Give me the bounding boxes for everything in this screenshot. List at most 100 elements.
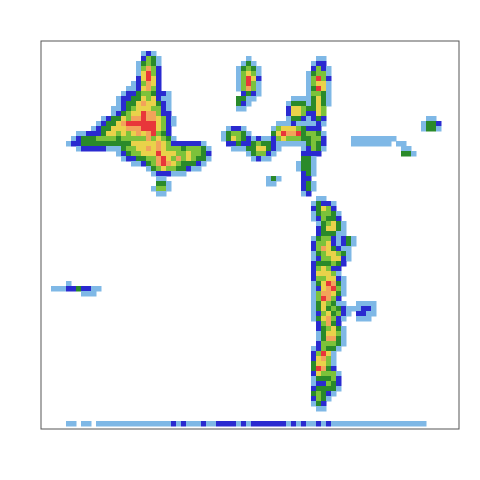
- heatmap-cell: [281, 126, 287, 132]
- heatmap-cell: [266, 146, 272, 152]
- heatmap-cell: [291, 421, 297, 427]
- heatmap-cell: [151, 66, 157, 72]
- heatmap-cell: [141, 71, 147, 77]
- heatmap-cell: [131, 96, 137, 102]
- heatmap-cell: [156, 166, 162, 172]
- heatmap-cell: [141, 421, 147, 427]
- heatmap-cell: [321, 216, 327, 222]
- plot-frame: [40, 40, 460, 430]
- heatmap-cell: [296, 166, 302, 172]
- heatmap-cell: [126, 146, 132, 152]
- heatmap-cell: [71, 421, 77, 427]
- heatmap-cell: [311, 281, 317, 287]
- heatmap-cell: [336, 331, 342, 337]
- heatmap-cell: [321, 341, 327, 347]
- heatmap-cell: [121, 146, 127, 152]
- heatmap-cell: [321, 116, 327, 122]
- heatmap-cell: [201, 141, 207, 147]
- heatmap-cell: [121, 91, 127, 97]
- heatmap-cell: [256, 81, 262, 87]
- heatmap-cell: [146, 81, 152, 87]
- heatmap-cell: [331, 351, 337, 357]
- heatmap-cell: [386, 421, 392, 427]
- heatmap-cell: [146, 91, 152, 97]
- heatmap-cell: [311, 371, 317, 377]
- heatmap-cell: [401, 421, 407, 427]
- heatmap-cell: [431, 116, 437, 122]
- heatmap-cell: [311, 376, 317, 382]
- heatmap-cell: [316, 146, 322, 152]
- heatmap-cell: [241, 141, 247, 147]
- heatmap-cell: [321, 331, 327, 337]
- heatmap-cell: [121, 96, 127, 102]
- heatmap-cell: [156, 131, 162, 137]
- heatmap-cell: [171, 116, 177, 122]
- heatmap-cell: [276, 121, 282, 127]
- heatmap-cell: [326, 376, 332, 382]
- heatmap-cell: [106, 131, 112, 137]
- heatmap-cell: [321, 236, 327, 242]
- heatmap-cell: [336, 271, 342, 277]
- heatmap-cell: [336, 221, 342, 227]
- heatmap-cell: [51, 286, 57, 292]
- heatmap-cell: [236, 81, 242, 87]
- heatmap-cell: [101, 421, 107, 427]
- heatmap-cell: [321, 326, 327, 332]
- heatmap-cell: [281, 131, 287, 137]
- heatmap-cell: [321, 291, 327, 297]
- heatmap-cell: [326, 381, 332, 387]
- heatmap-cell: [246, 101, 252, 107]
- heatmap-cell: [121, 111, 127, 117]
- heatmap-cell: [296, 126, 302, 132]
- heatmap-cell: [311, 276, 317, 282]
- heatmap-cell: [141, 121, 147, 127]
- heatmap-cell: [141, 111, 147, 117]
- heatmap-cell: [311, 91, 317, 97]
- heatmap-cell: [256, 146, 262, 152]
- heatmap-cell: [66, 286, 72, 292]
- heatmap-cell: [186, 161, 192, 167]
- heatmap-cell: [126, 96, 132, 102]
- heatmap-cell: [296, 161, 302, 167]
- heatmap-cell: [306, 176, 312, 182]
- heatmap-cell: [101, 126, 107, 132]
- heatmap-cell: [326, 66, 332, 72]
- heatmap-cell: [171, 421, 177, 427]
- heatmap-cell: [96, 121, 102, 127]
- heatmap-cell: [321, 246, 327, 252]
- heatmap-cell: [141, 156, 147, 162]
- heatmap-cell: [136, 66, 142, 72]
- heatmap-cell: [361, 301, 367, 307]
- heatmap-cell: [256, 421, 262, 427]
- heatmap-cell: [141, 106, 147, 112]
- heatmap-cell: [326, 271, 332, 277]
- heatmap-cell: [116, 136, 122, 142]
- heatmap-cell: [136, 91, 142, 97]
- heatmap-cell: [331, 376, 337, 382]
- heatmap-cell: [316, 321, 322, 327]
- heatmap-cell: [301, 121, 307, 127]
- heatmap-cell: [296, 141, 302, 147]
- heatmap-cell: [166, 171, 172, 177]
- heatmap-cell: [316, 341, 322, 347]
- heatmap-cell: [331, 421, 337, 427]
- heatmap-cell: [336, 241, 342, 247]
- heatmap-cell: [336, 211, 342, 217]
- heatmap-cell: [316, 356, 322, 362]
- heatmap-cell: [136, 156, 142, 162]
- heatmap-cell: [271, 151, 277, 157]
- heatmap-cell: [156, 116, 162, 122]
- heatmap-cell: [336, 371, 342, 377]
- heatmap-cell: [321, 396, 327, 402]
- heatmap-cell: [301, 181, 307, 187]
- heatmap-cell: [116, 116, 122, 122]
- heatmap-cell: [121, 141, 127, 147]
- heatmap-cell: [146, 101, 152, 107]
- heatmap-cell: [171, 136, 177, 142]
- heatmap-cell: [156, 171, 162, 177]
- heatmap-cell: [86, 131, 92, 137]
- heatmap-cell: [326, 351, 332, 357]
- heatmap-cell: [236, 126, 242, 132]
- heatmap-cell: [136, 101, 142, 107]
- heatmap-cell: [141, 51, 147, 57]
